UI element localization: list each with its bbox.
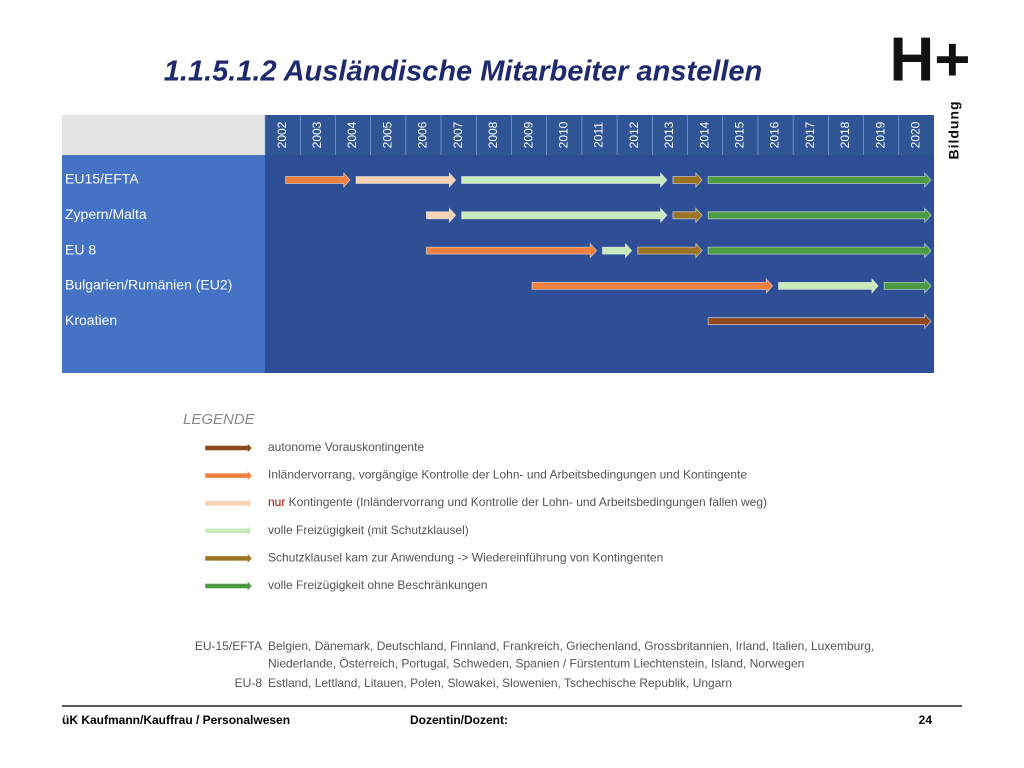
year-label: 2005: [380, 121, 394, 148]
note-term: EU-15/EFTA: [195, 639, 262, 653]
timeline-arrow: [707, 313, 932, 330]
legend-swatch: [204, 579, 253, 593]
year-label: 2017: [803, 121, 817, 148]
year-label: 2006: [416, 121, 430, 148]
legend-swatch: [204, 524, 253, 537]
year-label: 2018: [838, 121, 852, 148]
timeline-arrow: [602, 242, 633, 259]
row-label: EU15/EFTA: [65, 171, 139, 187]
header-corner: [62, 115, 265, 155]
year-label: 2016: [768, 121, 782, 148]
legend-text: Inländervorrang, vorgängige Kontrolle de…: [268, 468, 747, 482]
title: 1.1.5.1.2 Ausländische Mitarbeiter anste…: [164, 56, 763, 88]
legend-label: Kontingente (Inländervorrang und Kontrol…: [285, 495, 767, 509]
year-label: 2008: [486, 121, 500, 148]
legend-highlight: nur: [268, 495, 285, 509]
footer-center: Dozentin/Dozent:: [410, 713, 508, 727]
timeline-arrow: [637, 242, 703, 259]
note-line: Niederlande, Österreich, Portugal, Schwe…: [268, 657, 804, 671]
year-label: 2013: [662, 121, 676, 148]
label-column: [62, 155, 265, 373]
legend-text: volle Freizügigkeit ohne Beschränkungen: [268, 578, 487, 592]
legend-label: Schutzklausel kam zur Anwendung -> Wiede…: [268, 551, 663, 565]
year-label: 2014: [697, 121, 711, 148]
note-term: EU-8: [235, 676, 263, 690]
legend-swatch: [204, 497, 253, 510]
year-label: 2002: [275, 121, 289, 148]
legend-title: LEGENDE: [183, 411, 256, 428]
legend-swatch: [204, 469, 253, 482]
note-line: Estland, Lettland, Litauen, Polen, Slowa…: [268, 676, 732, 690]
timeline-arrow: [778, 277, 879, 294]
legend-swatch: [204, 552, 253, 565]
timeline-arrow: [672, 207, 703, 224]
timeline-arrow: [531, 277, 774, 294]
year-label: 2012: [627, 121, 641, 148]
legend-text: autonome Vorauskontingente: [268, 440, 424, 454]
year-label: 2020: [909, 121, 923, 148]
row-label: Kroatien: [65, 312, 117, 328]
legend-label: volle Freizügigkeit (mit Schutzklausel): [268, 523, 469, 537]
timeline-arrow: [461, 171, 668, 189]
year-label: 2011: [592, 122, 606, 148]
row-label: Zypern/Malta: [65, 206, 147, 222]
timeline-arrow: [285, 171, 351, 189]
legend-text: nur Kontingente (Inländervorrang und Kon…: [268, 495, 767, 509]
logo-mark: H+: [890, 25, 971, 94]
year-label: 2019: [873, 121, 887, 148]
timeline-arrow: [672, 171, 703, 189]
timeline-arrow: [426, 242, 598, 259]
year-label: 2004: [345, 121, 359, 148]
note-line: Belgien, Dänemark, Deutschland, Finnland…: [268, 639, 874, 653]
timeline-arrow: [707, 171, 932, 189]
timeline-arrow: [707, 242, 932, 259]
year-header: [265, 115, 934, 155]
timeline-arrow: [707, 207, 932, 224]
legend-text: volle Freizügigkeit (mit Schutzklausel): [268, 523, 469, 537]
year-label: 2007: [451, 121, 465, 148]
legend-label: Inländervorrang, vorgängige Kontrolle de…: [268, 468, 747, 482]
year-label: 2009: [521, 121, 535, 148]
timeline-area: [265, 155, 934, 373]
legend-label: volle Freizügigkeit ohne Beschränkungen: [268, 578, 487, 592]
legend-label: autonome Vorauskontingente: [268, 440, 424, 454]
year-label: 2003: [310, 121, 324, 148]
legend-text: Schutzklausel kam zur Anwendung -> Wiede…: [268, 551, 663, 565]
year-label: 2015: [733, 121, 747, 148]
page-number: 24: [919, 713, 933, 727]
timeline-arrow: [426, 207, 457, 224]
timeline-arrow: [355, 171, 457, 189]
timeline-arrow: [461, 207, 668, 224]
row-label: Bulgarien/Rumänien (EU2): [65, 277, 232, 293]
footer-left: üK Kaufmann/Kauffrau / Personalwesen: [62, 713, 290, 727]
row-label: EU 8: [65, 241, 96, 257]
legend-swatch: [204, 441, 253, 455]
timeline-arrow: [883, 277, 932, 294]
logo-word: Bildung: [946, 100, 962, 159]
year-label: 2010: [556, 121, 570, 148]
